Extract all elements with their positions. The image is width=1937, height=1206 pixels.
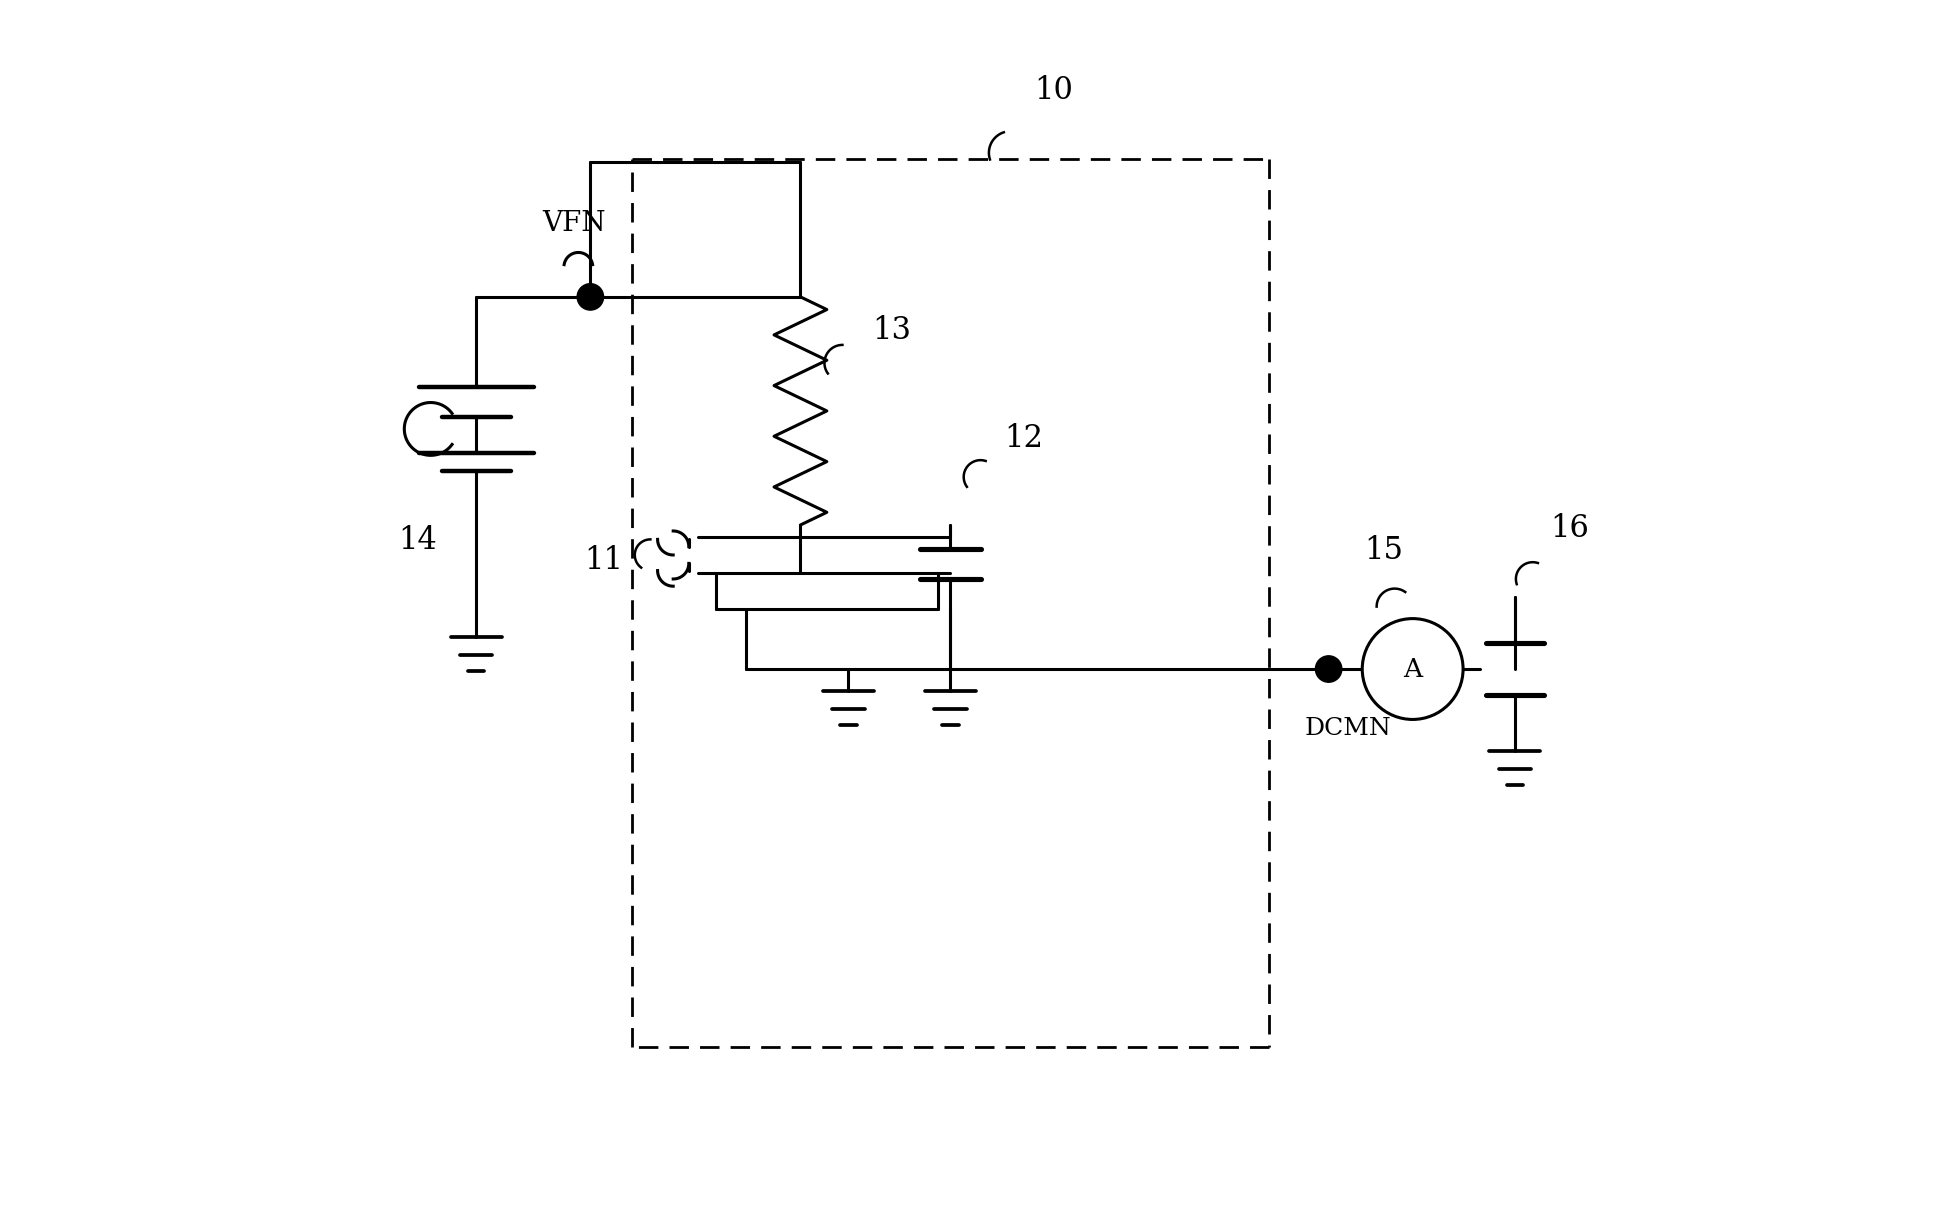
Text: 16: 16 bbox=[1552, 513, 1590, 544]
Circle shape bbox=[1315, 656, 1342, 683]
Text: VFN: VFN bbox=[542, 210, 606, 236]
Circle shape bbox=[1362, 619, 1462, 720]
Text: DCMN: DCMN bbox=[1306, 718, 1391, 740]
Text: 11: 11 bbox=[585, 545, 624, 576]
Text: 12: 12 bbox=[1005, 423, 1044, 453]
Text: 14: 14 bbox=[399, 525, 438, 556]
Text: 13: 13 bbox=[872, 315, 912, 346]
Circle shape bbox=[577, 283, 604, 310]
Text: A: A bbox=[1402, 656, 1422, 681]
Text: 15: 15 bbox=[1366, 534, 1404, 566]
Text: 10: 10 bbox=[1034, 75, 1073, 106]
